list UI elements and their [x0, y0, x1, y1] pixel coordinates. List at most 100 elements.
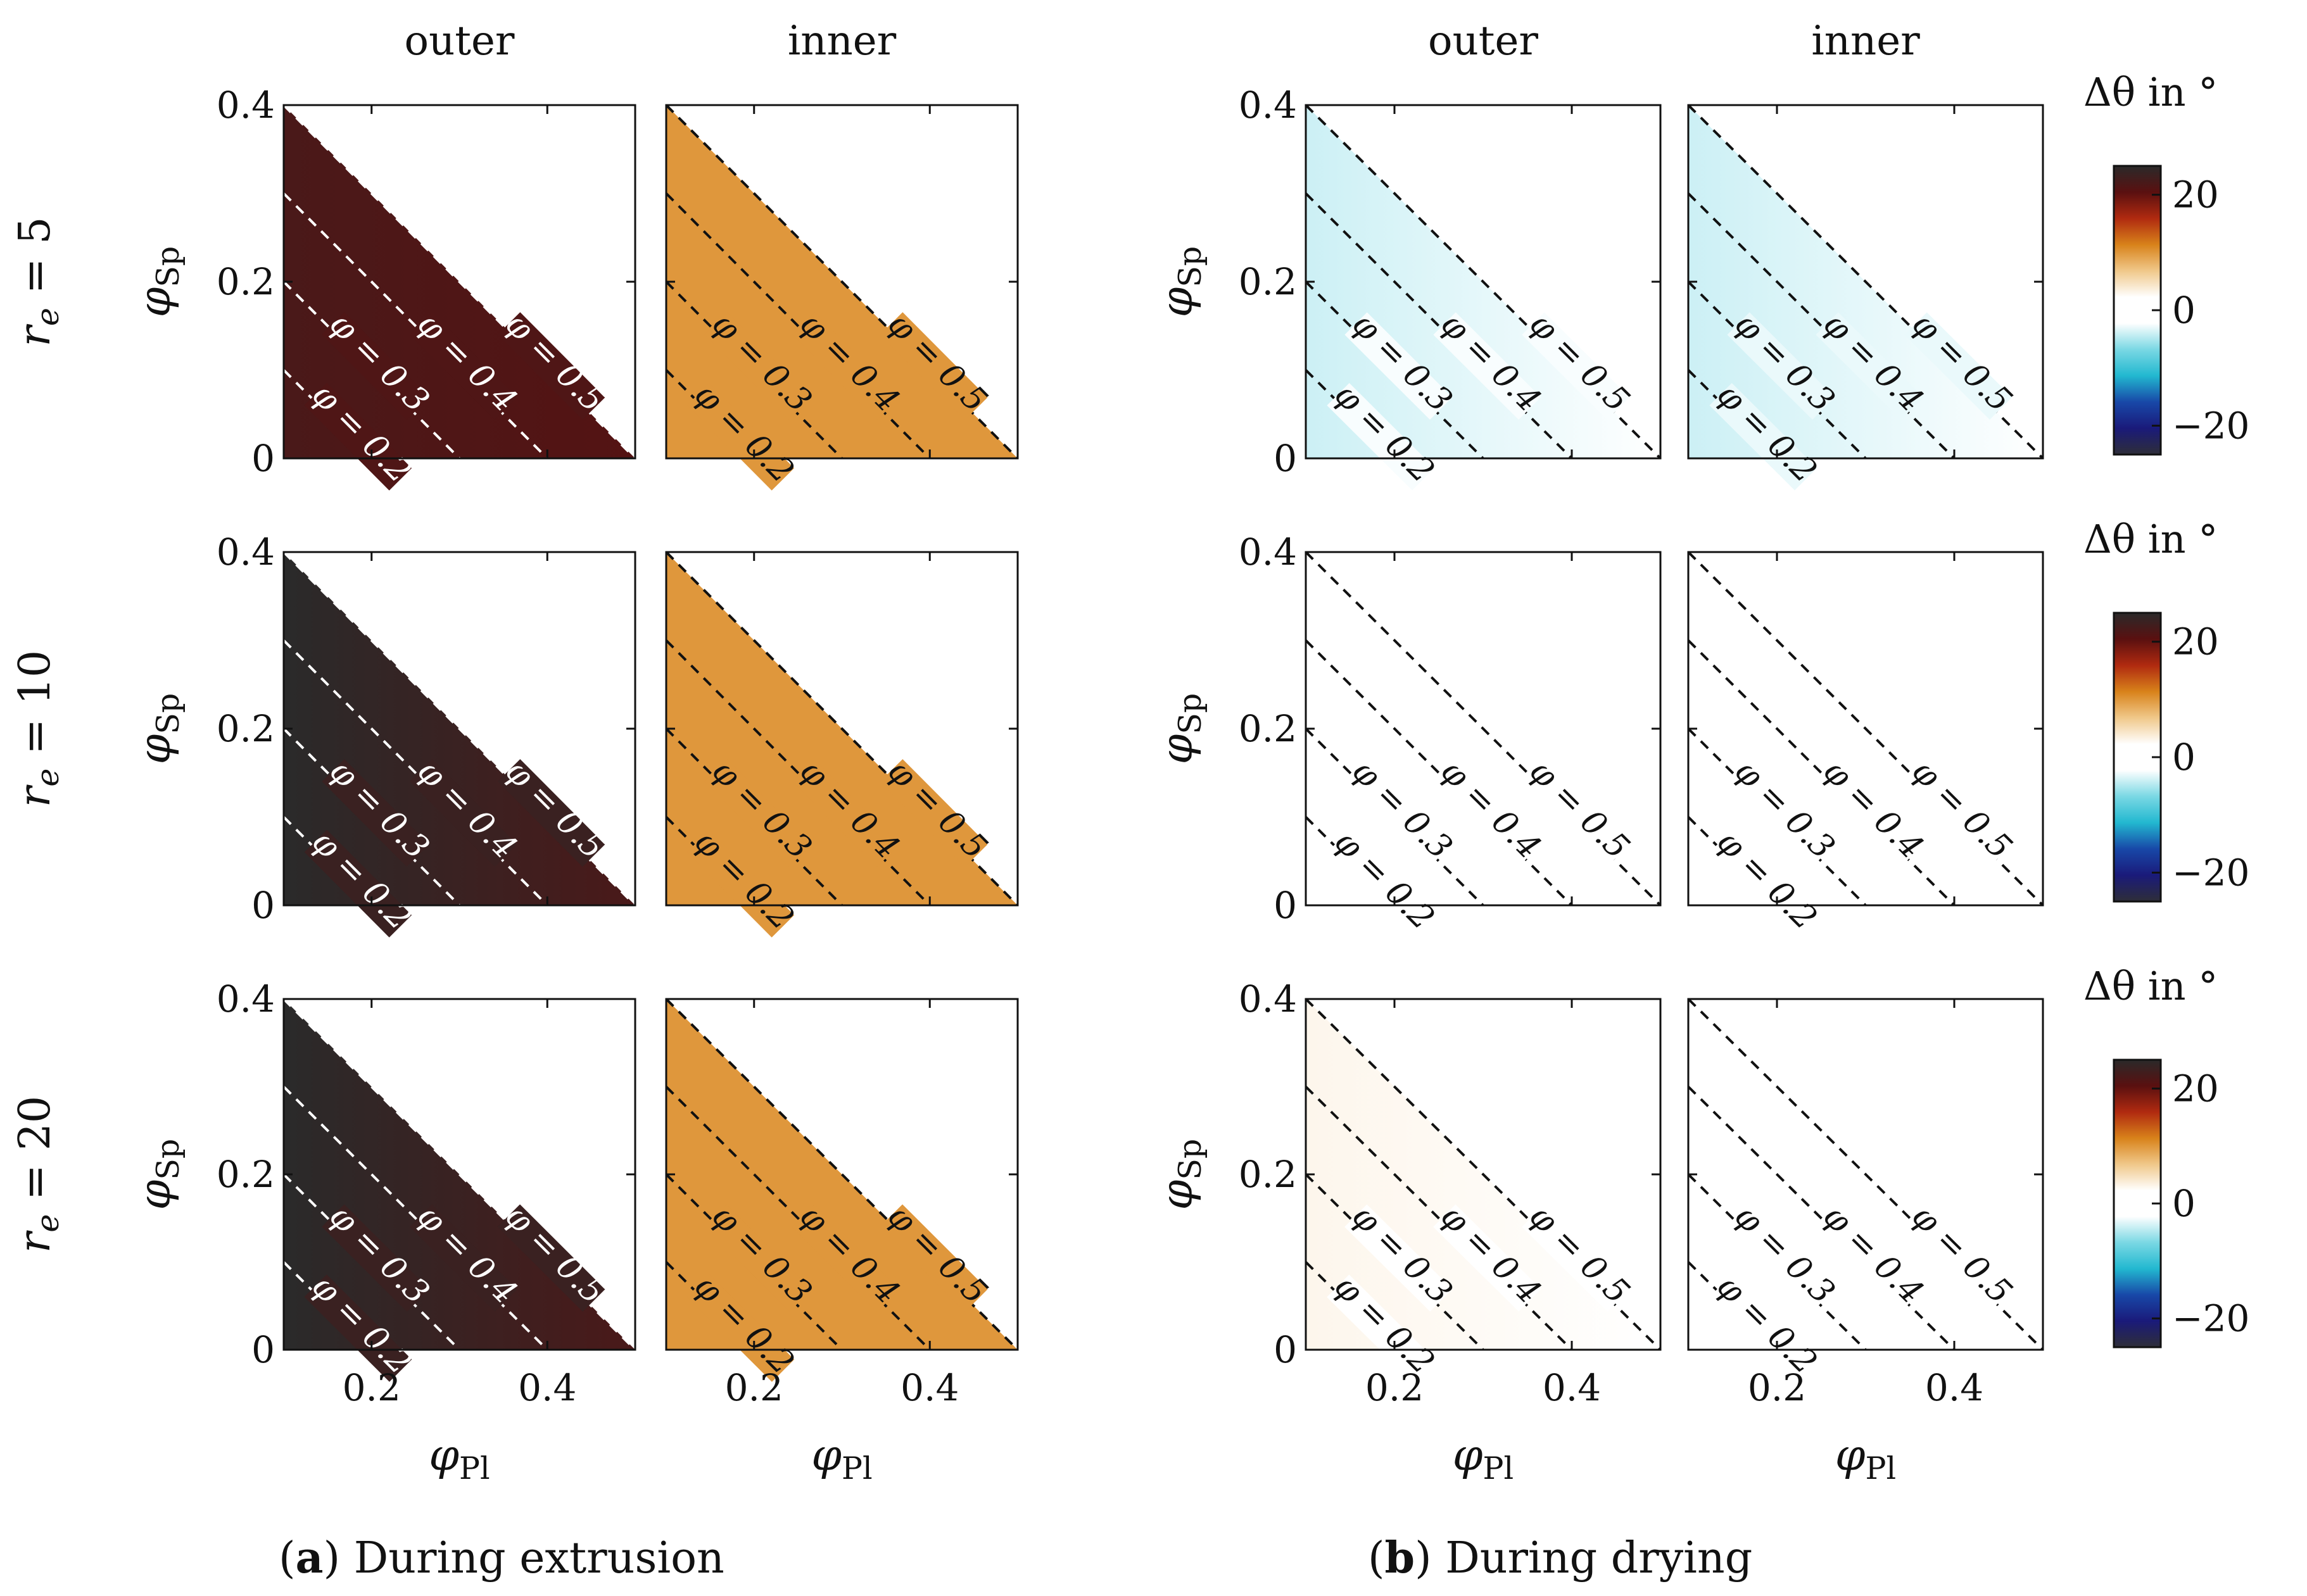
x-axis-label: φPl	[1453, 1431, 1514, 1486]
heatmap-panel: φ = 0.2φ = 0.3φ = 0.4φ = 0.5	[1687, 551, 2044, 938]
contour-label-bg	[1344, 759, 1453, 867]
x-tick-label: 0.2	[1365, 1366, 1424, 1409]
y-tick-label: 0.4	[217, 977, 275, 1021]
contour-label-bg	[1816, 1204, 1924, 1312]
contour-label-bg	[1816, 759, 1924, 867]
x-axis-label: φPl	[811, 1431, 872, 1486]
colorbar-tick-label: 20	[2172, 620, 2219, 663]
colorbar-title: Δθ in °	[2083, 69, 2218, 115]
contour-label-bg	[497, 312, 605, 420]
column-title: inner	[1811, 18, 1920, 65]
colorbar-tick-label: 20	[2172, 173, 2219, 217]
contour-label-bg	[409, 1204, 517, 1312]
contour-line	[665, 1086, 931, 1351]
contour-label-bg	[1327, 382, 1435, 491]
colorbar: Δθ in ° 20 0 −20	[2083, 963, 2249, 1348]
contour-line	[665, 639, 931, 907]
contour-label-bg	[704, 759, 812, 867]
heatmap-panel: φ = 0.2φ = 0.3φ = 0.4φ = 0.500.20.40.2 0.…	[1239, 977, 1662, 1409]
heatmap-panel: φ = 0.2φ = 0.3φ = 0.4φ = 0.50.2 0.4	[665, 998, 1019, 1409]
contour-label-bg	[322, 312, 429, 420]
contour-line	[282, 1086, 548, 1351]
contour-label-bg	[792, 759, 900, 867]
contour-line	[1305, 192, 1573, 460]
row-label: re = 20	[10, 1096, 66, 1253]
heatmap-panel: φ = 0.2φ = 0.3φ = 0.4φ = 0.500.20.4	[1239, 531, 1662, 938]
contour-label-bg	[1433, 1204, 1541, 1312]
contour-label-bg	[1522, 759, 1630, 867]
heatmap-panel: φ = 0.2φ = 0.3φ = 0.4φ = 0.500.20.4	[217, 531, 636, 938]
contour-line	[1687, 192, 1956, 460]
y-tick-label: 0.2	[1239, 1153, 1297, 1196]
contour-label-bg	[1344, 1204, 1453, 1312]
y-axis-label: φSp	[130, 246, 186, 318]
heatmap-panel: φ = 0.2φ = 0.3φ = 0.4φ = 0.5	[665, 551, 1019, 938]
contour-label-bg	[880, 759, 988, 867]
heatmap-panel: φ = 0.2φ = 0.3φ = 0.4φ = 0.50.2 0.4	[1687, 998, 2044, 1409]
y-tick-label: 0.4	[217, 531, 275, 574]
contour-line	[282, 639, 548, 907]
y-axis-label: φSp	[1153, 246, 1208, 318]
column-title: outer	[1428, 18, 1538, 65]
row-label-text: re = 5	[10, 217, 66, 347]
y-tick-label: 0	[251, 437, 275, 480]
contour-label-bg	[1904, 1204, 2013, 1312]
heatmap-panel: φ = 0.2φ = 0.3φ = 0.4φ = 0.5	[665, 104, 1019, 491]
colorbar: Δθ in ° 20 0 −20	[2083, 516, 2249, 903]
x-tick-label: 0.4	[518, 1366, 576, 1409]
contour-label-bg	[686, 382, 795, 491]
contour-label-bg	[1727, 312, 1835, 420]
contour-label-bg	[1727, 1204, 1835, 1312]
contour-label-bg	[1433, 759, 1541, 867]
contour-label-bg	[1709, 1274, 1817, 1382]
contour-label-bg	[322, 759, 429, 867]
y-tick-label: 0.2	[217, 707, 275, 750]
contour-label-bg	[686, 829, 795, 938]
contour-line	[1687, 639, 1956, 907]
y-tick-label: 0.2	[217, 260, 275, 303]
contour-label-bg	[1709, 382, 1817, 491]
contour-label-bg	[304, 382, 412, 491]
heatmap-panel: φ = 0.2φ = 0.3φ = 0.4φ = 0.5	[1687, 104, 2044, 491]
contour-line	[282, 192, 548, 460]
contour-label-bg	[1904, 312, 2013, 420]
contour-label-bg	[1327, 829, 1435, 938]
colorbar-tick-label: −20	[2172, 404, 2249, 447]
y-tick-label: 0.4	[217, 84, 275, 127]
colorbar-tick-label: 20	[2172, 1067, 2219, 1110]
x-tick-label: 0.4	[1925, 1366, 1983, 1409]
colorbar-tick-label: 0	[2172, 1182, 2196, 1225]
contour-label-bg	[1522, 1204, 1630, 1312]
contour-label-bg	[410, 759, 517, 867]
contour-label-bg	[704, 1204, 812, 1312]
row-label: re = 5	[10, 217, 66, 347]
contour-label-bg	[1727, 759, 1835, 867]
column-title: inner	[788, 18, 897, 65]
contour-label-bg	[497, 1204, 605, 1312]
y-tick-label: 0.2	[217, 1153, 275, 1196]
row-label: re = 10	[10, 650, 66, 807]
y-tick-label: 0	[251, 884, 275, 927]
row-label-text: re = 10	[10, 650, 66, 807]
y-tick-label: 0	[1274, 884, 1297, 927]
colorbar-tick-label: 0	[2172, 289, 2196, 332]
x-tick-label: 0.2	[725, 1366, 783, 1409]
x-tick-label: 0.2	[1748, 1366, 1806, 1409]
contour-label-bg	[1433, 312, 1541, 420]
colorbar-title: Δθ in °	[2083, 516, 2218, 562]
y-axis-label: φSp	[130, 693, 186, 765]
y-tick-label: 0.2	[1239, 707, 1297, 750]
heatmap-panel: φ = 0.2φ = 0.3φ = 0.4φ = 0.500.20.4	[217, 84, 636, 491]
contour-label-bg	[304, 829, 412, 938]
contour-label-bg	[1709, 829, 1817, 938]
y-tick-label: 0.2	[1239, 260, 1297, 303]
contour-label-bg	[322, 1204, 430, 1312]
x-axis-label: φPl	[429, 1431, 490, 1486]
chart-layer: outer inner outer inner re = 5 re = 10 re = 20…	[10, 18, 2249, 1486]
x-tick-label: 0.4	[1543, 1366, 1601, 1409]
colorbar-tick-label: −20	[2172, 1297, 2249, 1340]
contour-label-bg	[686, 1274, 795, 1382]
x-tick-label: 0.4	[901, 1366, 959, 1409]
colorbar: Δθ in ° 20 0 −20	[2083, 69, 2249, 456]
